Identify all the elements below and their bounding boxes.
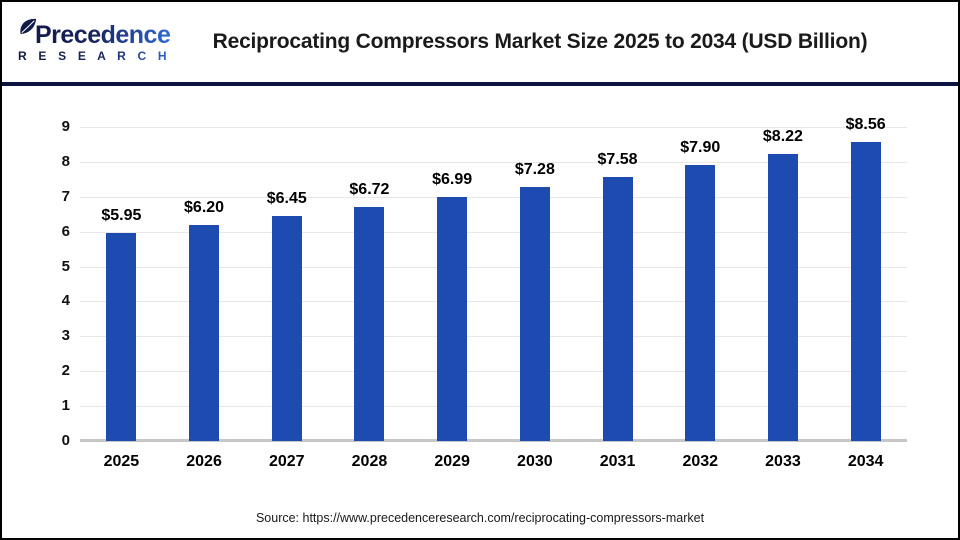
precedence-research-logo: Precedence R E S E A R C H	[18, 18, 176, 63]
x-tick-label: 2033	[765, 453, 801, 470]
y-tick-label: 2	[61, 362, 70, 380]
bar	[271, 215, 302, 441]
y-tick-label: 8	[61, 152, 70, 170]
x-tick-label: 2029	[434, 453, 470, 470]
logo-top-row: Precedence	[18, 18, 176, 49]
bar	[685, 165, 716, 441]
bar	[850, 142, 881, 441]
gridline	[80, 196, 907, 198]
bar	[189, 224, 220, 441]
logo-subtitle: R E S E A R C H	[18, 49, 176, 63]
y-tick-label: 6	[61, 222, 70, 240]
y-tick-label: 1	[61, 397, 70, 415]
bar-value-label: $6.45	[266, 189, 307, 207]
bar-value-label: $5.95	[101, 207, 142, 225]
x-tick-label: 2034	[847, 453, 884, 470]
bar	[354, 206, 385, 441]
x-tick-label: 2031	[599, 453, 636, 470]
bar-value-label: $6.20	[184, 198, 225, 216]
plot-area: $5.95 2025 $6.20 2026 $6.45 2027 $6.72 2028 $6.9…	[80, 116, 907, 470]
y-tick-label: 4	[61, 292, 70, 310]
y-tick-label: 9	[61, 118, 70, 135]
bar-value-label: $7.58	[597, 150, 638, 168]
x-axis-line	[80, 439, 907, 442]
gridline	[80, 161, 907, 163]
x-tick-label: 2027	[268, 453, 305, 470]
bar-value-label: $7.90	[680, 139, 721, 157]
x-tick-label: 2032	[682, 453, 719, 470]
gridline	[80, 127, 907, 128]
bar	[602, 176, 633, 441]
bar-value-label: $8.56	[845, 116, 886, 134]
gridline	[80, 301, 907, 303]
y-tick-label: 0	[61, 432, 70, 449]
logo-name: Precedence	[35, 20, 171, 49]
gridline	[80, 371, 907, 373]
y-tick-label: 7	[61, 187, 70, 205]
header: Precedence R E S E A R C H Reciprocating…	[2, 2, 958, 86]
x-tick-label: 2025	[103, 453, 140, 470]
bar	[767, 154, 798, 441]
chart-section: $5.95 2025 $6.20 2026 $6.45 2027 $6.72 2028 $6.9…	[2, 86, 958, 537]
x-tick-label: 2028	[351, 453, 388, 470]
y-tick-label: 3	[61, 327, 70, 345]
gridline	[80, 336, 907, 338]
bar-value-label: $6.99	[432, 171, 473, 189]
gridline	[80, 231, 907, 233]
source-text: Source: https://www.precedenceresearch.c…	[255, 511, 705, 525]
bar	[437, 197, 468, 441]
logo-leaf-icon	[20, 18, 37, 34]
bar	[106, 233, 137, 441]
x-tick-label: 2030	[517, 453, 553, 470]
y-tick-label: 5	[61, 257, 70, 275]
gridline	[80, 266, 907, 268]
gridline	[80, 406, 907, 408]
chart-title: Reciprocating Compressors Market Size 20…	[212, 29, 868, 53]
bar-value-label: $6.72	[349, 180, 390, 198]
x-tick-label: 2026	[186, 453, 222, 470]
bar-value-label: $7.28	[514, 161, 555, 179]
bar	[519, 187, 550, 441]
bar-value-label: $8.22	[762, 128, 803, 146]
